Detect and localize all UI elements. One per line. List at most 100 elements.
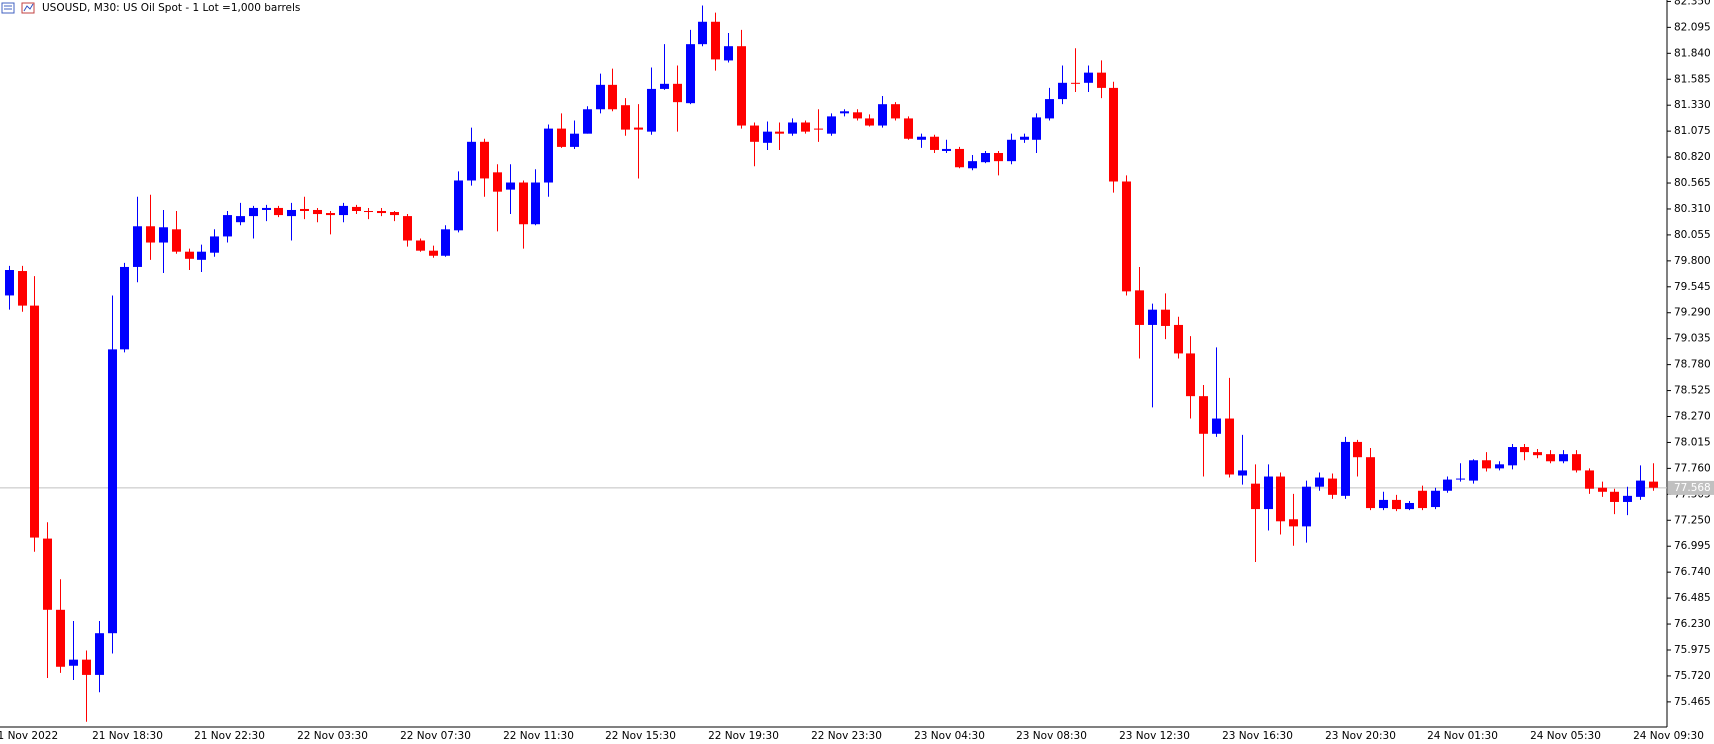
- candle-body: [955, 148, 964, 168]
- x-tick-label: 21 Nov 22:30: [194, 730, 265, 742]
- candle-body: [1572, 454, 1581, 471]
- candle-body: [994, 153, 1003, 162]
- candle-body: [467, 141, 476, 181]
- y-tick-label: 76.230: [1674, 618, 1711, 630]
- candle-body: [865, 118, 874, 126]
- candle-body: [1508, 447, 1517, 466]
- candle-body: [1405, 502, 1414, 510]
- candle-body: [608, 84, 617, 110]
- candle-body: [1238, 470, 1247, 476]
- candle-body: [1610, 491, 1619, 502]
- candle-body: [377, 210, 386, 214]
- y-tick-label: 75.975: [1674, 644, 1711, 656]
- candle-body: [750, 125, 759, 142]
- candle-body: [1289, 519, 1298, 527]
- candle-body: [634, 127, 643, 130]
- x-tick-label: 22 Nov 11:30: [503, 730, 574, 742]
- candle-body: [95, 633, 104, 675]
- x-tick-label: 22 Nov 23:30: [811, 730, 882, 742]
- candle-body: [686, 44, 695, 104]
- candle-body: [5, 270, 14, 296]
- candle-body: [1097, 72, 1106, 88]
- candle-body: [788, 122, 797, 134]
- y-tick-label: 76.740: [1674, 566, 1711, 578]
- candle-body: [506, 182, 515, 190]
- candle-body: [1122, 181, 1131, 292]
- candle-body: [1276, 476, 1285, 522]
- candle-body: [968, 161, 977, 169]
- candle-body: [1520, 447, 1529, 453]
- x-tick-label: 24 Nov 09:30: [1633, 730, 1704, 742]
- candle-body: [364, 210, 373, 213]
- candle-body: [120, 266, 129, 350]
- candle-body: [30, 305, 39, 538]
- icon-line: [23, 3, 34, 12]
- candle-body: [274, 207, 283, 216]
- candle-body: [69, 659, 78, 666]
- y-tick-label: 79.290: [1674, 307, 1711, 319]
- candle-body: [1379, 499, 1388, 509]
- candle-body: [1598, 487, 1607, 492]
- candle-body: [43, 538, 52, 610]
- candle-body: [1353, 441, 1362, 458]
- candle-body: [108, 349, 117, 634]
- y-tick-label: 81.840: [1674, 47, 1711, 59]
- candle-body: [1482, 460, 1491, 469]
- candle-body: [711, 21, 720, 60]
- candle-body: [1199, 396, 1208, 434]
- candle-body: [1328, 478, 1337, 495]
- candle-body: [1135, 290, 1144, 325]
- candle-body: [1071, 82, 1080, 84]
- candle-body: [1636, 480, 1645, 497]
- y-tick-label: 76.995: [1674, 540, 1711, 552]
- candle-body: [814, 128, 823, 130]
- x-tick-label: 23 Nov 04:30: [914, 730, 985, 742]
- candle-body: [1546, 454, 1555, 462]
- x-tick-label: 24 Nov 01:30: [1427, 730, 1498, 742]
- candle-body: [287, 209, 296, 217]
- y-tick-label: 76.485: [1674, 592, 1711, 604]
- candle-body: [801, 122, 810, 132]
- y-tick-label: 79.800: [1674, 255, 1711, 267]
- candle-body: [159, 227, 168, 243]
- candle-body: [1186, 353, 1195, 397]
- candle-body: [352, 206, 361, 211]
- candle-body: [1302, 486, 1311, 527]
- candle-body: [1392, 499, 1401, 510]
- candle-body: [673, 83, 682, 103]
- candle-body: [557, 128, 566, 147]
- candle-body: [1032, 117, 1041, 140]
- candle-body: [775, 131, 784, 134]
- y-tick-label: 77.250: [1674, 514, 1711, 526]
- candle-body: [210, 236, 219, 253]
- candle-body: [1020, 136, 1029, 140]
- candle-body: [878, 104, 887, 126]
- candle-body: [18, 271, 27, 306]
- y-tick-label: 78.270: [1674, 411, 1711, 423]
- candle-body: [1148, 309, 1157, 325]
- x-tick-label: 21 Nov 2022: [0, 730, 58, 742]
- candle-body: [930, 136, 939, 150]
- candle-body: [544, 128, 553, 183]
- y-tick-label: 80.820: [1674, 151, 1711, 163]
- y-tick-label: 78.780: [1674, 359, 1711, 371]
- candle-body: [1418, 490, 1427, 509]
- candle-body: [660, 83, 669, 89]
- candle-body: [1315, 477, 1324, 487]
- y-tick-label: 80.565: [1674, 177, 1711, 189]
- candle-body: [416, 240, 425, 251]
- current-price-label: 77.568: [1674, 482, 1711, 494]
- candle-body: [197, 251, 206, 260]
- y-tick-label: 80.310: [1674, 203, 1711, 215]
- x-tick-label: 23 Nov 08:30: [1016, 730, 1087, 742]
- candle-body: [262, 207, 271, 210]
- x-tick-label: 21 Nov 18:30: [92, 730, 163, 742]
- candle-body: [904, 118, 913, 139]
- y-tick-label: 78.015: [1674, 436, 1711, 448]
- candle-body: [56, 609, 65, 667]
- candle-body: [454, 180, 463, 231]
- candle-body: [1585, 470, 1594, 489]
